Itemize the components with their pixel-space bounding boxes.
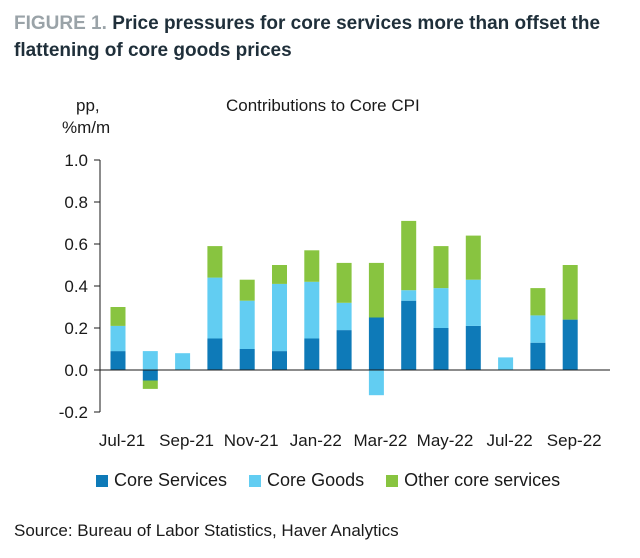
bar-segment (239, 300, 255, 349)
bar-segment (239, 279, 255, 301)
figure-label: FIGURE 1. (14, 13, 107, 34)
bar-segment (368, 317, 384, 370)
bar-segment (401, 300, 417, 370)
bar-segment (530, 342, 546, 370)
y-axis-label-line-2: %m/m (62, 118, 110, 137)
x-tick-label: May-22 (417, 431, 474, 450)
x-tick-label: Sep-21 (159, 431, 214, 450)
bar-segment (433, 288, 449, 328)
bar-segment (336, 262, 352, 303)
legend: Core Services Core Goods Other core serv… (96, 470, 582, 491)
x-tick-label: Sep-22 (547, 431, 602, 450)
x-tick-label: Jul-21 (99, 431, 145, 450)
bar-segment (175, 353, 191, 370)
bar-segment (110, 325, 126, 352)
bar-segment (304, 250, 320, 282)
bar-segment (239, 349, 255, 370)
y-axis-label-line-1: pp, (76, 96, 100, 115)
bar-segment (368, 370, 384, 396)
legend-item-core-services: Core Services (96, 470, 227, 491)
bar-segment (207, 338, 223, 370)
y-tick-label: 0.6 (64, 235, 88, 254)
y-tick-label: -0.2 (59, 403, 88, 422)
legend-swatch-core-goods (249, 474, 262, 487)
legend-label-core-services: Core Services (114, 470, 228, 490)
legend-label-other-core-services: Other core services (404, 470, 561, 490)
bar-segment (304, 338, 320, 370)
bar-segment (272, 283, 287, 352)
bar-segment (562, 319, 578, 370)
bar-segment (530, 288, 546, 316)
figure-title: FIGURE 1. Price pressures for core servi… (14, 10, 626, 64)
y-tick-label: 0.2 (64, 319, 88, 338)
legend-swatch-other-core-services (386, 474, 399, 487)
bar-segment (336, 330, 352, 370)
x-tick-label: Jan-22 (290, 431, 342, 450)
figure-title-text: Price pressures for core services more t… (14, 13, 601, 61)
bars-group (110, 220, 578, 396)
bar-segment (336, 302, 352, 331)
x-tick-label: Mar-22 (353, 431, 407, 450)
legend-swatch-core-services (96, 474, 108, 487)
bar-segment (110, 307, 126, 326)
x-tick-label: Jul-22 (486, 431, 532, 450)
stacked-bar-chart: Contributions to Core CPI pp, %m/m 1.0 0.… (59, 96, 610, 450)
bar-segment (304, 281, 320, 339)
y-tick-label: 0.4 (64, 277, 88, 296)
bar-segment (142, 351, 158, 370)
legend-item-other-core-services: Other core services (386, 470, 560, 491)
legend-label-core-goods: Core Goods (267, 470, 365, 490)
bar-segment (465, 325, 481, 370)
bar-segment (498, 357, 514, 370)
bar-segment (530, 315, 546, 343)
bar-segment (142, 380, 158, 389)
bar-segment (401, 290, 417, 301)
bar-segment (272, 351, 287, 370)
bar-segment (142, 370, 158, 381)
y-tick-label: 1.0 (64, 151, 88, 170)
chart-title: Contributions to Core CPI (226, 96, 420, 115)
x-ticks-group: Jul-21 Sep-21 Nov-21 Jan-22 Mar-22 May-22 Jul-… (99, 431, 602, 450)
bar-segment (272, 265, 287, 284)
legend-item-core-goods: Core Goods (249, 470, 364, 491)
bar-segment (562, 265, 578, 320)
bar-segment (465, 235, 481, 280)
y-ticks-group: 1.0 0.8 0.6 0.4 0.2 0.0 -0.2 (59, 151, 100, 422)
bar-segment (110, 351, 126, 370)
y-tick-label: 0.8 (64, 193, 88, 212)
bar-segment (433, 328, 449, 370)
bar-segment (433, 246, 449, 289)
x-tick-label: Nov-21 (224, 431, 279, 450)
bar-segment (207, 246, 223, 278)
y-tick-label: 0.0 (64, 361, 88, 380)
bar-segment (368, 262, 384, 318)
bar-segment (465, 279, 481, 326)
bar-segment (207, 277, 223, 339)
bar-segment (401, 220, 417, 291)
source-note: Source: Bureau of Labor Statistics, Have… (14, 521, 399, 540)
